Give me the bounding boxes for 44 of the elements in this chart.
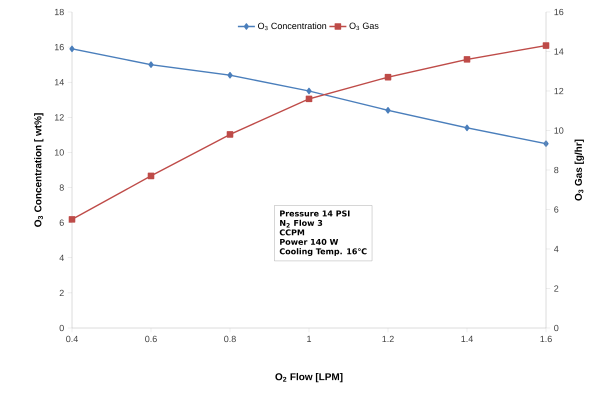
y2-tick-label: 8	[554, 166, 558, 174]
point	[464, 124, 470, 132]
point	[542, 42, 550, 49]
y2-tick-label: 2	[554, 285, 558, 292]
y2-tick-label: 12	[554, 88, 564, 94]
x-tick-label: 0.4	[66, 336, 78, 342]
y-tick-label: 16	[54, 44, 64, 50]
x-tick-label: 0.8	[224, 336, 236, 342]
point	[148, 61, 154, 68]
point	[68, 216, 76, 223]
point	[384, 74, 392, 80]
point	[306, 96, 312, 102]
y-tick-label: 8	[60, 184, 64, 191]
point	[464, 56, 470, 63]
y-tick-label: 12	[54, 114, 64, 120]
point	[385, 107, 391, 114]
y-tick-label: 4	[59, 254, 64, 261]
y-tick-label: 14	[54, 79, 64, 86]
y-tick-label: 10	[54, 149, 64, 156]
y-axis-title: O$_{3}$ Concentration [ wt%]	[34, 113, 44, 227]
y2-tick-label: 14	[554, 48, 564, 55]
y2-tick-label: 0	[554, 324, 558, 332]
point	[227, 72, 233, 78]
point	[226, 131, 234, 138]
y2-tick-label: 4	[554, 246, 558, 252]
point	[69, 46, 75, 52]
y-tick-label: 6	[60, 219, 64, 226]
x-tick-label: 1	[307, 336, 312, 342]
y-tick-label: 18	[54, 8, 64, 16]
y2-axis-title: O$_{3}$ Gas [g/hr]	[574, 140, 584, 201]
x-tick-label: 0.6	[145, 336, 157, 342]
y-tick-label: 2	[60, 290, 64, 296]
x-tick-label: 1.6	[540, 336, 552, 342]
legend-label: O$_{3}$ Concentration	[258, 22, 326, 30]
point	[148, 172, 154, 180]
y2-tick-label: 10	[554, 127, 564, 134]
y2-tick-label: 16	[554, 8, 564, 16]
x-axis-title: O$_{2}$ Flow [LPM]	[275, 372, 342, 382]
y-tick-label: 0	[60, 324, 64, 332]
x-tick-label: 1.4	[461, 336, 473, 342]
y2-tick-label: 6	[554, 206, 558, 213]
legend-label: O$_{3}$ Gas	[350, 22, 378, 30]
point	[306, 88, 312, 94]
x-tick-label: 1.2	[382, 336, 394, 342]
